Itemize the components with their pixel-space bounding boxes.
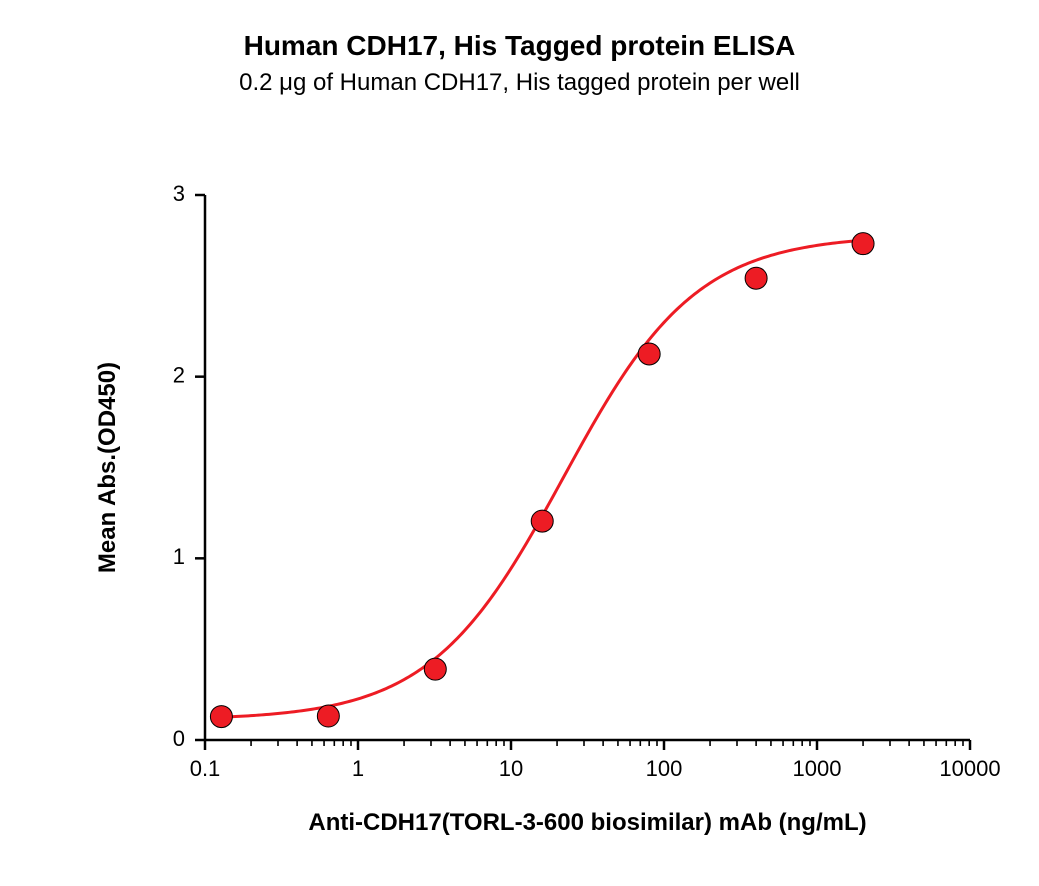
elisa-chart: 0 1 2 3 0.1 1 10 100 1000 10000 Human CDH17, His T… — [0, 0, 1039, 886]
x-tick-label: 10 — [499, 756, 523, 781]
data-point — [852, 233, 874, 255]
data-point — [424, 658, 446, 680]
chart-title: Human CDH17, His Tagged protein ELISA — [244, 30, 796, 61]
y-tick-label: 2 — [173, 362, 185, 387]
data-point — [317, 705, 339, 727]
y-tick-label: 1 — [173, 544, 185, 569]
chart-subtitle: 0.2 μg of Human CDH17, His tagged protei… — [239, 69, 800, 96]
chart-background — [0, 0, 1039, 886]
data-point — [745, 267, 767, 289]
y-tick-label: 0 — [173, 726, 185, 751]
y-axis-label: Mean Abs.(OD450) — [94, 362, 121, 573]
x-axis-label: Anti-CDH17(TORL-3-600 biosimilar) mAb (n… — [308, 809, 866, 836]
x-tick-label: 1 — [352, 756, 364, 781]
data-point — [531, 510, 553, 532]
x-tick-label: 100 — [646, 756, 683, 781]
data-point — [210, 706, 232, 728]
chart-container: 0 1 2 3 0.1 1 10 100 1000 10000 Human CDH17, His T… — [0, 0, 1039, 886]
x-tick-label: 0.1 — [190, 756, 221, 781]
x-tick-label: 10000 — [939, 756, 1000, 781]
x-tick-label: 1000 — [793, 756, 842, 781]
y-tick-label: 3 — [173, 181, 185, 206]
data-point — [638, 343, 660, 365]
